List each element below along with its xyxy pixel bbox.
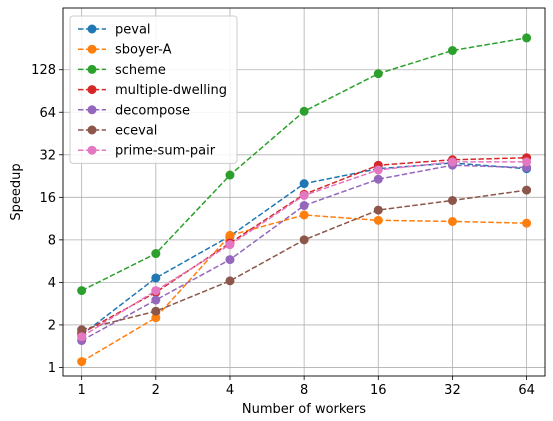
- data-point: [373, 165, 383, 175]
- x-tick-label: 32: [444, 383, 461, 398]
- data-point: [299, 179, 309, 189]
- x-tick-label: 4: [226, 383, 234, 398]
- legend-label: multiple-dwelling: [115, 83, 227, 98]
- legend-item: decompose: [78, 103, 190, 118]
- legend-label: scheme: [115, 63, 166, 78]
- y-tick-label: 8: [48, 233, 56, 248]
- legend-item: scheme: [78, 63, 166, 78]
- x-tick-label: 8: [300, 383, 308, 398]
- y-tick-label: 32: [39, 148, 56, 163]
- data-point: [299, 190, 309, 200]
- x-tick-label: 1: [78, 383, 86, 398]
- legend-swatch-marker: [87, 145, 97, 155]
- data-point: [447, 195, 457, 205]
- data-point: [373, 205, 383, 215]
- legend-item: prime-sum-pair: [78, 144, 216, 159]
- data-point: [522, 157, 532, 167]
- y-tick-label: 2: [48, 318, 56, 333]
- x-tick-label: 64: [518, 383, 535, 398]
- y-tick-label: 16: [39, 191, 56, 206]
- legend-swatch-marker: [87, 44, 97, 54]
- axis-ticks: 1 2 4 8 16 32 64 1 2 4 8 16 32 64 128: [31, 63, 535, 398]
- data-point: [77, 286, 87, 296]
- series-group: [77, 33, 532, 367]
- series-sboyer-A: [77, 210, 532, 367]
- legend-label: decompose: [115, 103, 190, 118]
- data-point: [447, 157, 457, 167]
- data-point: [447, 216, 457, 226]
- data-point: [77, 332, 87, 342]
- legend: peval sboyer-A scheme multiple-dwelling deco…: [69, 15, 238, 164]
- legend-swatch-marker: [87, 64, 97, 74]
- data-point: [225, 170, 235, 180]
- data-point: [299, 201, 309, 211]
- x-tick-label: 16: [370, 383, 387, 398]
- legend-item: multiple-dwelling: [78, 83, 227, 98]
- data-point: [522, 218, 532, 228]
- legend-swatch-marker: [87, 85, 97, 95]
- data-point: [522, 185, 532, 195]
- legend-swatch-marker: [87, 105, 97, 115]
- series-eceval: [77, 185, 532, 335]
- data-point: [447, 46, 457, 56]
- data-point: [373, 174, 383, 184]
- legend-item: sboyer-A: [78, 43, 172, 58]
- data-point: [151, 295, 161, 305]
- y-axis-label: Speedup: [9, 163, 24, 220]
- legend-label: sboyer-A: [115, 43, 172, 58]
- data-point: [151, 249, 161, 259]
- legend-label: eceval: [115, 124, 157, 139]
- legend-item: peval: [78, 23, 151, 38]
- data-point: [151, 306, 161, 316]
- data-point: [225, 230, 235, 240]
- data-point: [373, 215, 383, 225]
- series-scheme: [77, 33, 532, 296]
- data-point: [299, 210, 309, 220]
- data-point: [225, 240, 235, 250]
- y-tick-label: 128: [31, 63, 56, 78]
- data-point: [151, 273, 161, 283]
- y-tick-label: 1: [48, 361, 56, 376]
- data-point: [373, 69, 383, 79]
- y-tick-label: 64: [39, 106, 56, 121]
- legend-box: [69, 15, 238, 164]
- x-tick-label: 2: [152, 383, 160, 398]
- legend-label: prime-sum-pair: [115, 144, 216, 159]
- data-point: [522, 33, 532, 43]
- series-prime-sum-pair: [77, 157, 532, 342]
- data-point: [225, 276, 235, 286]
- x-axis-label: Number of workers: [242, 402, 366, 416]
- y-tick-label: 4: [48, 276, 56, 291]
- data-point: [225, 255, 235, 265]
- data-point: [151, 313, 161, 323]
- legend-swatch-marker: [87, 125, 97, 135]
- data-point: [77, 357, 87, 367]
- data-point: [299, 235, 309, 245]
- data-point: [299, 106, 309, 116]
- legend-label: peval: [115, 23, 151, 38]
- legend-item: eceval: [78, 124, 157, 139]
- data-point: [77, 325, 87, 335]
- legend-swatch-marker: [87, 24, 97, 34]
- data-point: [151, 286, 161, 296]
